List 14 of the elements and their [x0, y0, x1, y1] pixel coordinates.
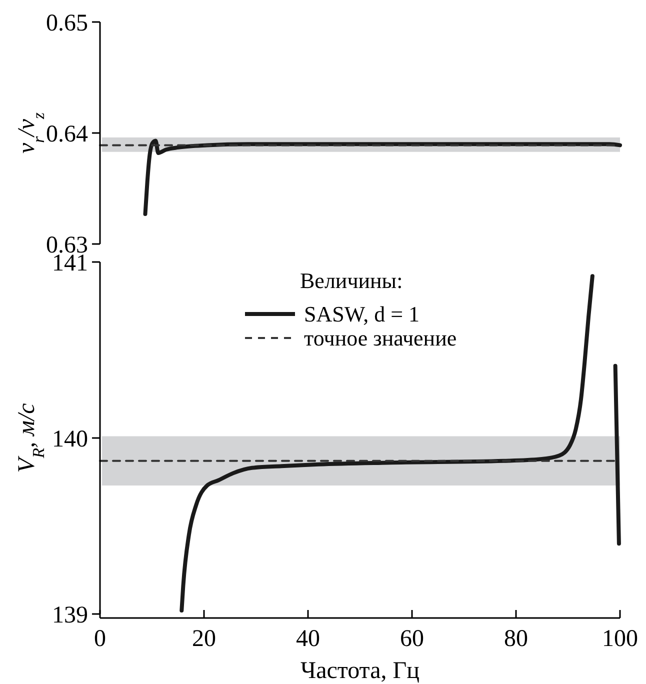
legend-title: Величины: — [300, 268, 403, 293]
y-tick-label: 139 — [52, 602, 88, 628]
y-tick-label: 140 — [52, 426, 88, 452]
y-tick-label: 0.65 — [46, 10, 88, 36]
x-tick-label: 100 — [602, 626, 638, 652]
y-tick-label: 0.64 — [46, 121, 88, 148]
legend-label: точное значение — [304, 326, 457, 351]
x-tick-label: 0 — [94, 626, 106, 652]
x-tick-label: 60 — [400, 626, 424, 652]
legend-label: SASW, d = 1 — [304, 302, 420, 327]
x-tick-label: 40 — [296, 626, 320, 652]
x-tick-label: 20 — [192, 626, 216, 652]
x-tick-label: 80 — [504, 626, 528, 652]
x-axis-title: Частота, Гц — [300, 658, 420, 684]
